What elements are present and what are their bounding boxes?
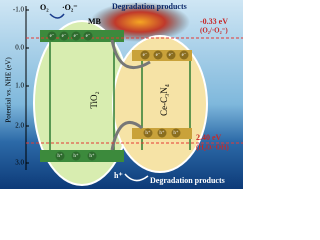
carrier-label: e⁻ bbox=[50, 34, 55, 39]
carrier-label: h⁺ bbox=[173, 130, 179, 136]
carrier bbox=[179, 50, 189, 60]
species-label: MB bbox=[88, 17, 102, 26]
level-value: -0.33 eV bbox=[200, 17, 228, 26]
species-label: h⁺ bbox=[114, 171, 123, 180]
carrier bbox=[157, 128, 167, 138]
carrier bbox=[166, 50, 176, 60]
carrier-label: e⁻ bbox=[169, 53, 174, 58]
arrow bbox=[49, 13, 65, 19]
tick-label: 2.0 bbox=[15, 122, 24, 130]
carrier-label: e⁻ bbox=[62, 34, 67, 39]
carrier-label: e⁻ bbox=[156, 53, 161, 58]
carrier bbox=[71, 31, 81, 41]
carrier bbox=[87, 151, 97, 161]
species-label: ·O₂⁻ bbox=[62, 3, 78, 12]
carrier bbox=[171, 128, 181, 138]
carrier bbox=[71, 151, 81, 161]
carrier bbox=[143, 128, 153, 138]
transfer-arrow bbox=[110, 39, 151, 70]
tick-label: -1.0 bbox=[13, 6, 25, 14]
carrier-label: h⁺ bbox=[89, 153, 95, 159]
carrier-label: h⁺ bbox=[73, 153, 79, 159]
valence-band bbox=[40, 150, 124, 162]
carrier-label: h⁺ bbox=[57, 153, 63, 159]
tick-label: 1.0 bbox=[15, 82, 24, 90]
carrier bbox=[55, 151, 65, 161]
products-label: Degradation products bbox=[150, 176, 225, 185]
diagram: Potential vs. NHE (eV) -1.00.01.02.03.0 … bbox=[0, 0, 243, 189]
level-value: 2.40 eV bbox=[196, 133, 222, 142]
products-label: Degradation products bbox=[112, 2, 187, 11]
tick-label: 3.0 bbox=[15, 159, 24, 167]
carrier-label: e⁻ bbox=[143, 53, 148, 58]
carrier bbox=[47, 31, 57, 41]
carrier-label: h⁺ bbox=[159, 130, 165, 136]
axis-label: Potential vs. NHE (eV) bbox=[5, 57, 13, 123]
carrier bbox=[83, 31, 93, 41]
carrier-label: e⁻ bbox=[182, 53, 187, 58]
arrow bbox=[124, 173, 149, 182]
material-label: Ce-C₃N₄ bbox=[159, 84, 169, 116]
carrier-label: e⁻ bbox=[74, 34, 79, 39]
level-couple: (O₂/·O₂⁻) bbox=[200, 27, 228, 35]
carrier-label: e⁻ bbox=[86, 34, 91, 39]
carrier bbox=[59, 31, 69, 41]
carrier bbox=[153, 50, 163, 60]
carrier bbox=[140, 50, 150, 60]
level-couple: (H₂O/·OH) bbox=[196, 144, 229, 152]
species-label: O₂ bbox=[40, 3, 49, 12]
carrier-label: h⁺ bbox=[145, 130, 151, 136]
material-label: TiO₂ bbox=[89, 91, 99, 108]
transfer-arrow bbox=[110, 121, 143, 151]
tick-label: 0.0 bbox=[15, 44, 24, 52]
